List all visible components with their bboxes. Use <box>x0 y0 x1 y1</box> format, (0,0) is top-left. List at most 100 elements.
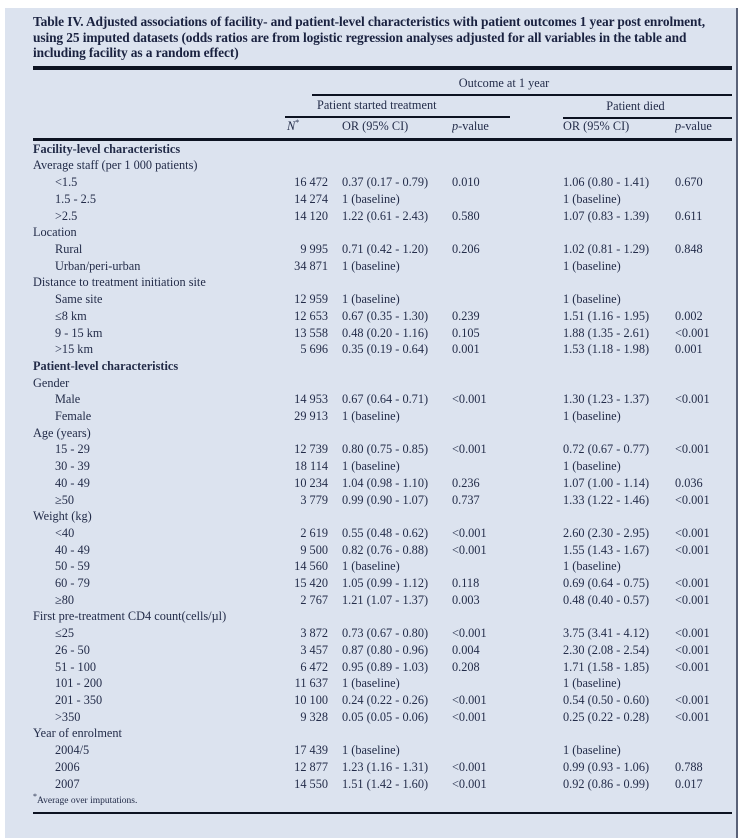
cell-p-started: 0.118 <box>452 576 480 591</box>
row-label: ≤8 km <box>55 308 87 323</box>
variable-label: Location <box>33 225 77 240</box>
cell-n: 9 328 <box>300 709 328 724</box>
cell-n: 17 439 <box>294 743 328 758</box>
table-header: Outcome at 1 year Patient started treatm… <box>33 70 733 141</box>
cell-or-died: 0.69 (0.64 - 0.75) <box>563 576 650 591</box>
table-row: >2.5 14 120 1.22 (0.61 - 2.43) 0.580 1.07 (0… <box>33 208 732 225</box>
cell-p-died <box>675 258 732 275</box>
cell-or-died: 0.92 (0.86 - 0.99) <box>563 776 650 791</box>
cell-p-died: <0.001 <box>675 592 710 607</box>
cell-p-died: 0.002 <box>675 308 703 323</box>
table-row: 1.5 - 2.5 14 274 1 (baseline) 1 (baseline) <box>33 191 732 208</box>
table-row: 9 - 15 km 13 558 0.48 (0.20 - 1.16) 0.105 1.… <box>33 325 732 342</box>
header-spacer <box>33 70 283 96</box>
cell-p-died: <0.001 <box>675 709 710 724</box>
table-row: <40 2 619 0.55 (0.48 - 0.62) <0.001 2.60 (2.… <box>33 525 732 542</box>
cell-n: 14 953 <box>294 392 328 407</box>
cell-p-started <box>452 675 563 692</box>
row-label: 30 - 39 <box>55 459 90 474</box>
row-label: ≥50 <box>55 492 75 507</box>
table-footnote: *Average over imputations. <box>33 793 732 807</box>
cell-p-died: <0.001 <box>675 692 710 707</box>
cell-or-died: 1 (baseline) <box>563 676 621 691</box>
table-row: 2004/5 17 439 1 (baseline) 1 (baseline) <box>33 742 732 759</box>
cell-or-started: 0.80 (0.75 - 0.85) <box>342 442 429 457</box>
scanned-table-panel: Table IV. Adjusted associations of facil… <box>5 8 738 838</box>
cell-p-died: <0.001 <box>675 492 710 507</box>
table-title: Table IV. Adjusted associations of facil… <box>33 14 705 61</box>
cell-n: 14 560 <box>294 559 328 574</box>
cell-p-died <box>675 408 732 425</box>
row-label: Male <box>55 392 81 407</box>
cell-p-died <box>675 191 732 208</box>
cell-n: 10 234 <box>294 475 328 490</box>
started-treatment-group-header: Patient started treatment <box>285 98 510 118</box>
cell-n: 18 114 <box>294 459 328 474</box>
cell-n: 14 120 <box>294 208 328 223</box>
header-spacer <box>33 96 283 118</box>
section-header-row: Facility-level characteristics <box>33 139 732 157</box>
table-row: Same site 12 959 1 (baseline) 1 (baseline) <box>33 291 732 308</box>
cell-n: 3 779 <box>300 492 328 507</box>
cell-p-started: 0.105 <box>452 325 480 340</box>
table-row: Female 29 913 1 (baseline) 1 (baseline) <box>33 408 732 425</box>
variable-header-row: Average staff (per 1 000 patients) <box>33 157 732 174</box>
table-row: 101 - 200 11 637 1 (baseline) 1 (baseline) <box>33 675 732 692</box>
table-row: 51 - 100 6 472 0.95 (0.89 - 1.03) 0.208 1.71… <box>33 659 732 676</box>
cell-or-died: 1.88 (1.35 - 2.61) <box>563 325 650 340</box>
title-divider-rule <box>33 65 732 70</box>
cell-n: 12 653 <box>294 308 328 323</box>
footnote-text: Average over imputations. <box>37 796 138 807</box>
treatment-group-row: Patient started treatment Patient died <box>33 95 733 119</box>
cell-or-started: 1.04 (0.98 - 1.10) <box>342 475 429 490</box>
cell-n: 15 420 <box>294 576 328 591</box>
row-label: Urban/peri-urban <box>55 258 141 273</box>
cell-or-started: 0.35 (0.19 - 0.64) <box>342 342 429 357</box>
row-label: 2004/5 <box>55 743 90 758</box>
cell-or-started: 1.22 (0.61 - 2.43) <box>342 208 429 223</box>
cell-p-died: <0.001 <box>675 392 710 407</box>
cell-n: 10 100 <box>294 692 328 707</box>
table-row: <1.5 16 472 0.37 (0.17 - 0.79) 0.010 1.06 (0… <box>33 174 732 191</box>
variable-header-row: Gender <box>33 375 732 392</box>
cell-p-started: 0.206 <box>452 242 480 256</box>
cell-or-died: 2.60 (2.30 - 2.95) <box>563 525 650 540</box>
cell-or-started: 1 (baseline) <box>342 743 400 758</box>
cell-or-started: 0.95 (0.89 - 1.03) <box>342 659 429 674</box>
cell-or-died: 0.48 (0.40 - 0.57) <box>563 592 650 607</box>
variable-header-row: First pre-treatment CD4 count(cells/µl) <box>33 608 732 625</box>
cell-or-died: 1 (baseline) <box>563 743 621 758</box>
cell-p-died: 0.017 <box>675 776 703 791</box>
table-row: 201 - 350 10 100 0.24 (0.22 - 0.26) <0.001 0… <box>33 692 732 709</box>
cell-or-started: 1.51 (1.42 - 1.60) <box>342 776 429 791</box>
cell-n: 2 619 <box>300 525 328 540</box>
section-header-row: Patient-level characteristics <box>33 358 732 375</box>
column-header-or-started: OR (95% CI) <box>328 117 452 141</box>
variable-header-row: Location <box>33 224 732 241</box>
row-label: 40 - 49 <box>55 542 90 557</box>
column-header-row: N* OR (95% CI) p-value OR (95% CI) p-val… <box>33 117 733 141</box>
cell-or-died: 1.33 (1.22 - 1.46) <box>563 492 650 507</box>
row-label: 26 - 50 <box>55 642 90 657</box>
cell-p-died: <0.001 <box>675 642 710 657</box>
cell-n: 13 558 <box>294 325 328 340</box>
row-label: ≤25 <box>55 626 75 641</box>
cell-or-started: 0.73 (0.67 - 0.80) <box>342 626 429 641</box>
row-label: 50 - 59 <box>55 559 90 574</box>
cell-n: 14 274 <box>294 191 328 206</box>
variable-header-row: Weight (kg) <box>33 508 732 525</box>
row-label: ≥80 <box>55 592 75 607</box>
cell-p-started <box>452 258 563 275</box>
outcome-group-header: Outcome at 1 year <box>312 76 733 96</box>
cell-p-started: <0.001 <box>452 525 487 540</box>
row-label: 101 - 200 <box>55 676 103 691</box>
row-label: <40 <box>55 525 75 540</box>
row-label: <1.5 <box>55 175 78 190</box>
row-label: Female <box>55 409 92 424</box>
cell-or-died: 1 (baseline) <box>563 409 621 424</box>
cell-p-started <box>452 291 563 308</box>
cell-or-started: 0.55 (0.48 - 0.62) <box>342 525 429 540</box>
cell-n: 12 877 <box>294 759 328 774</box>
cell-n: 5 696 <box>300 342 328 357</box>
variable-label: Distance to treatment initiation site <box>33 275 206 290</box>
